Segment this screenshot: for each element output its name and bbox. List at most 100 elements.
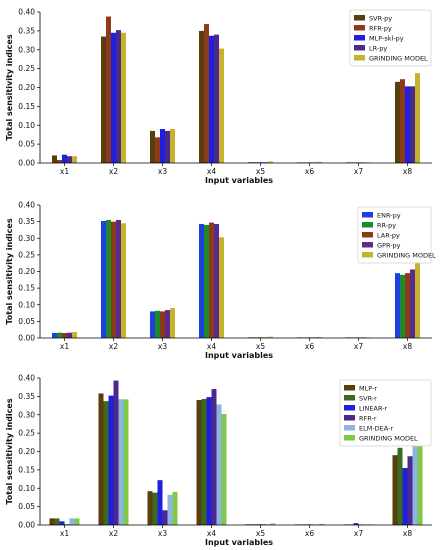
bar-linear-r-x4	[206, 397, 212, 525]
x-tick-label: x8	[403, 529, 412, 538]
bar-rfr-r-x4	[211, 389, 217, 525]
legend-swatch	[354, 55, 365, 61]
legend-label: LINEAR-r	[359, 404, 388, 412]
y-tick-label: 0.00	[18, 159, 35, 168]
legend-swatch	[344, 415, 355, 421]
bar-rr-py-x1	[57, 332, 62, 338]
bar-mlp-skl-py-x4	[209, 35, 214, 163]
legend-swatch	[362, 252, 373, 258]
bar-gpr-py-x2	[116, 219, 121, 338]
bar-enr-py-x4	[199, 223, 204, 338]
bar-enr-py-x2	[101, 220, 106, 338]
bar-gpr-py-x4	[214, 223, 219, 338]
bar-linear-r-x1	[59, 521, 65, 525]
bar-elm-dea-r-x3	[167, 494, 173, 525]
bar-elm-dea-r-x4	[216, 404, 222, 525]
bar-rfr-py-x3	[155, 137, 160, 163]
legend-swatch	[354, 25, 365, 31]
legend-label: MLP-skl-py	[369, 34, 404, 42]
x-tick-label: x7	[354, 167, 363, 176]
y-tick-label: 0.05	[18, 140, 35, 149]
legend-swatch	[344, 425, 355, 431]
y-tick-label: 0.15	[18, 284, 35, 293]
x-tick-label: x1	[60, 342, 69, 351]
chart-2: 0.00 0.05 0.10 0.15 0.20 0.25 0.30 0.35 0.40 x1 x2…	[5, 201, 436, 360]
legend-swatch	[344, 385, 355, 391]
bar-grinding-model-x5	[268, 336, 273, 338]
bar-svr-r-x2	[103, 401, 109, 525]
bar-mlp-r-x2	[98, 393, 104, 525]
legend-label: MLP-r	[359, 384, 377, 392]
bar-grinding-model-x8	[415, 258, 420, 338]
legend-box	[357, 206, 432, 264]
bar-grinding-model-x3	[172, 491, 178, 525]
bar-mlp-skl-py-x8	[405, 86, 410, 163]
y-tick-label: 0.00	[18, 521, 35, 530]
x-tick-label: x2	[109, 342, 118, 351]
y-tick-label: 0.25	[18, 64, 35, 73]
bar-lr-py-x3	[165, 130, 170, 163]
bar-grinding-model-x1	[74, 518, 80, 525]
y-tick-label: 0.10	[18, 484, 35, 493]
y-tick-label: 0.15	[18, 102, 35, 111]
bar-mlp-skl-py-x2	[111, 32, 116, 164]
y-tick-label: 0.35	[18, 392, 35, 401]
bar-rr-py-x4	[204, 224, 209, 338]
legend-label: ENR-py	[377, 211, 401, 219]
x-tick-label: x7	[354, 529, 363, 538]
y-axis-title: Total sensitivity indices	[5, 34, 14, 140]
bar-grinding-model-x3	[170, 308, 175, 338]
bar-grinding-model-x6	[317, 161, 322, 163]
x-tick-label: x3	[158, 342, 167, 351]
x-tick-label: x2	[109, 529, 118, 538]
y-tick-label: 0.05	[18, 502, 35, 511]
legend-swatch	[362, 232, 373, 238]
bar-mlp-r-x4	[196, 400, 202, 525]
bar-mlp-r-x3	[147, 491, 153, 525]
bar-svr-r-x8	[397, 447, 403, 525]
x-tick-label: x8	[403, 342, 412, 351]
bar-rr-py-x2	[106, 219, 111, 338]
bar-grinding-model-x2	[121, 223, 126, 338]
bar-rfr-py-x1	[57, 159, 62, 163]
x-tick-label: x3	[158, 167, 167, 176]
bar-rfr-r-x2	[113, 380, 119, 525]
bar-lar-py-x8	[405, 273, 410, 338]
bar-gpr-py-x3	[165, 310, 170, 338]
legend-label: ELM-DEA-r	[359, 424, 393, 432]
bar-lr-py-x2	[116, 30, 121, 164]
legend-swatch	[344, 435, 355, 441]
bar-grinding-model-x2	[121, 32, 126, 164]
y-tick-label: 0.20	[18, 83, 35, 92]
y-tick-label: 0.25	[18, 429, 35, 438]
y-tick-label: 0.40	[18, 201, 35, 210]
y-tick-label: 0.20	[18, 447, 35, 456]
legend-label: RFR-py	[369, 24, 392, 32]
y-tick-label: 0.15	[18, 465, 35, 474]
legend-label: LR-py	[369, 44, 387, 52]
bar-grinding-model-x1	[72, 156, 77, 163]
y-tick-label: 0.35	[18, 26, 35, 35]
x-axis-title: Input variables	[205, 538, 273, 547]
x-tick-label: x2	[109, 167, 118, 176]
x-tick-label: x4	[207, 529, 216, 538]
bar-mlp-r-x8	[392, 455, 398, 525]
y-tick-label: 0.05	[18, 317, 35, 326]
legend-swatch	[354, 45, 365, 51]
bar-lar-py-x2	[111, 221, 116, 339]
bar-gpr-py-x8	[410, 269, 415, 338]
legend-box	[339, 379, 432, 447]
bar-enr-py-x1	[52, 333, 57, 338]
bar-grinding-model-x5	[270, 523, 276, 525]
y-tick-label: 0.30	[18, 410, 35, 419]
bar-lar-py-x3	[160, 311, 165, 338]
bar-grinding-model-x1	[72, 332, 77, 338]
legend-swatch	[354, 35, 365, 41]
bar-elm-dea-r-x8	[412, 442, 418, 525]
bar-svr-r-x4	[201, 398, 207, 525]
bar-enr-py-x3	[150, 311, 155, 338]
x-axis-title: Input variables	[205, 351, 273, 360]
bar-grinding-model-x4	[219, 48, 224, 164]
bar-lar-py-x4	[209, 222, 214, 338]
bar-grinding-model-x4	[221, 414, 227, 525]
